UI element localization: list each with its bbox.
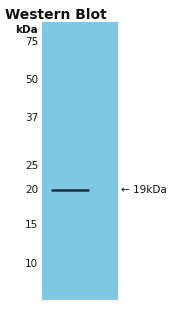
Text: 15: 15 [25, 220, 38, 230]
Text: 25: 25 [25, 161, 38, 171]
Text: 37: 37 [25, 113, 38, 123]
Text: 75: 75 [25, 37, 38, 47]
Text: Western Blot: Western Blot [5, 8, 107, 22]
Text: kDa: kDa [15, 25, 38, 35]
Text: 10: 10 [25, 259, 38, 269]
Bar [42, 22, 118, 300]
Text: 20: 20 [25, 185, 38, 195]
Text: 50: 50 [25, 75, 38, 85]
Text: ← 19kDa: ← 19kDa [121, 185, 167, 195]
